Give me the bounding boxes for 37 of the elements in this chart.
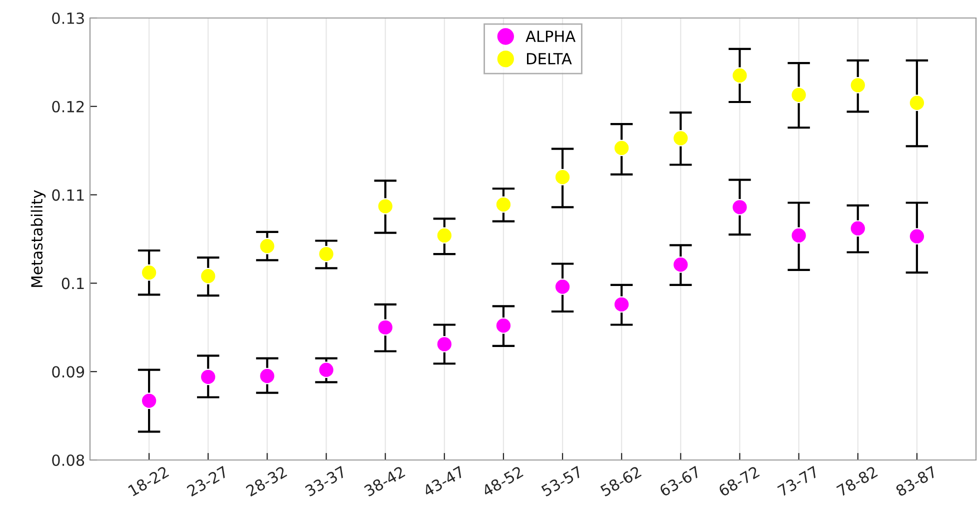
y-tick-label: 0.08 <box>52 454 84 466</box>
legend-label: DELTA <box>527 53 572 64</box>
legend-label: ALPHA <box>526 30 576 42</box>
point <box>200 368 216 386</box>
point <box>436 227 453 244</box>
point <box>259 238 276 254</box>
point <box>850 220 866 237</box>
y-tick-label: 0.12 <box>52 100 84 112</box>
point <box>732 198 748 216</box>
point <box>613 296 630 313</box>
point <box>318 362 334 378</box>
point <box>259 368 276 384</box>
point <box>672 256 689 273</box>
point <box>140 264 158 281</box>
point <box>732 67 748 84</box>
point <box>436 336 453 352</box>
point <box>377 198 394 214</box>
point <box>554 278 571 295</box>
point <box>495 317 512 334</box>
point <box>495 196 512 213</box>
y-tick-label: 0.13 <box>52 12 84 24</box>
y-tick-label: 0.09 <box>52 366 84 378</box>
point <box>554 168 571 186</box>
point <box>790 227 807 244</box>
y-tick-label: 0.1 <box>62 278 84 290</box>
point <box>318 246 334 262</box>
point <box>850 76 866 94</box>
point <box>377 319 394 336</box>
point <box>908 94 926 112</box>
y-axis-title: Metastability <box>30 190 46 287</box>
point <box>613 140 630 156</box>
y-tick-label: 0.11 <box>52 189 84 201</box>
point <box>200 268 216 284</box>
point <box>790 86 807 104</box>
point <box>908 228 926 245</box>
point <box>140 392 158 409</box>
point <box>672 130 689 146</box>
